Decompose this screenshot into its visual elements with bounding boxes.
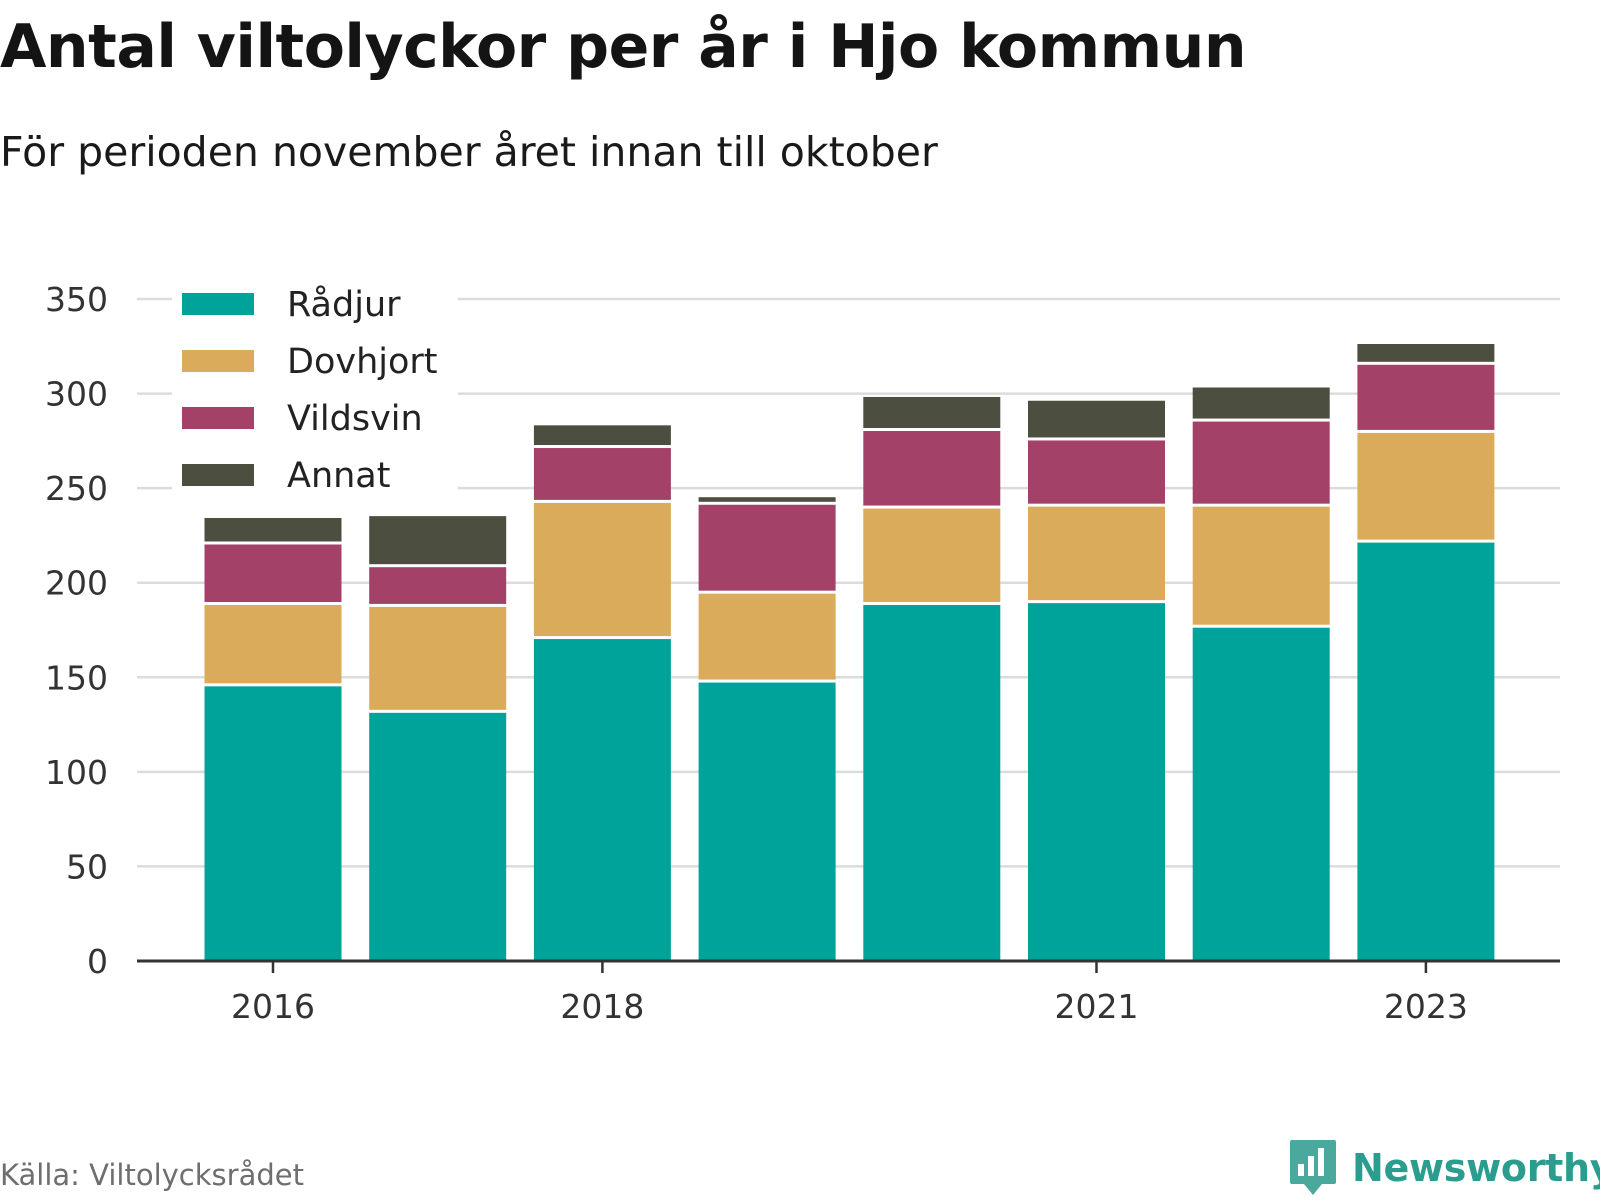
y-tick-label: 350 — [45, 280, 108, 319]
bar-stack-2018 — [533, 425, 671, 960]
chart-title: Antal viltolyckor per år i Hjo kommun — [0, 12, 1247, 82]
bar-stack-2021 — [1028, 400, 1165, 960]
bar-dovhjort-2016 — [204, 605, 342, 684]
bar-annat-2019 — [698, 497, 836, 502]
stacked-bar-chart: 0 50 100 150 200 250 300 350 2016 2018 2021 2023 R… — [45, 276, 1560, 1026]
bar-rådjur-2020 — [863, 605, 1001, 960]
bar-rådjur-2017 — [369, 712, 507, 960]
y-axis: 0 50 100 150 200 250 300 350 — [45, 280, 108, 981]
legend-label-vildsvin: Vildsvin — [287, 399, 423, 439]
bar-dovhjort-2020 — [863, 508, 1001, 603]
bar-annat-2021 — [1028, 400, 1165, 438]
bar-stack-2019 — [698, 497, 836, 960]
bars — [204, 344, 1495, 960]
bar-stack-2016 — [204, 518, 342, 960]
bar-dovhjort-2018 — [533, 502, 671, 637]
y-tick-label: 200 — [45, 564, 108, 603]
x-tick-label: 2021 — [1055, 987, 1139, 1026]
legend-label-annat: Annat — [287, 456, 390, 496]
legend: Rådjur Dovhjort Vildsvin Annat — [172, 276, 458, 496]
bar-annat-2022 — [1192, 387, 1330, 419]
legend-swatch-vildsvin — [182, 407, 254, 429]
bar-vildsvin-2017 — [369, 567, 507, 604]
bar-stack-2017 — [369, 516, 507, 960]
bar-vildsvin-2023 — [1357, 364, 1495, 430]
brand-logo[interactable]: Newsworthy — [1288, 1138, 1600, 1198]
y-tick-label: 50 — [66, 847, 108, 886]
bar-dovhjort-2017 — [369, 606, 507, 710]
y-tick-label: 150 — [45, 658, 108, 697]
bar-rådjur-2018 — [533, 639, 671, 960]
legend-swatch-dovhjort — [182, 350, 254, 372]
bar-rådjur-2016 — [204, 686, 342, 960]
bar-vildsvin-2021 — [1028, 440, 1165, 504]
bar-annat-2017 — [369, 516, 507, 565]
bar-chart-speech-bubble-icon — [1290, 1140, 1336, 1195]
y-tick-label: 300 — [45, 375, 108, 414]
bar-vildsvin-2018 — [533, 448, 671, 500]
legend-label-rådjur: Rådjur — [287, 284, 401, 325]
source-note: Källa: Viltolycksrådet — [0, 1158, 304, 1192]
bar-rådjur-2023 — [1357, 542, 1495, 960]
bar-vildsvin-2016 — [204, 544, 342, 603]
bar-annat-2023 — [1357, 344, 1495, 362]
y-tick-label: 100 — [45, 753, 108, 792]
bar-rådjur-2021 — [1028, 603, 1165, 960]
x-tick-label: 2023 — [1384, 987, 1468, 1026]
chart-subtitle: För perioden november året innan till ok… — [0, 128, 938, 176]
bar-annat-2020 — [863, 396, 1001, 429]
bar-dovhjort-2019 — [698, 593, 836, 680]
legend-swatch-annat — [182, 464, 254, 486]
bar-stack-2020 — [863, 396, 1001, 960]
bar-rådjur-2019 — [698, 682, 836, 960]
legend-label-dovhjort: Dovhjort — [287, 342, 438, 382]
bar-rådjur-2022 — [1192, 627, 1330, 960]
x-tick-label: 2018 — [560, 987, 644, 1026]
bar-dovhjort-2023 — [1357, 432, 1495, 540]
y-tick-label: 0 — [87, 942, 108, 981]
brand-name: Newsworthy — [1352, 1146, 1600, 1190]
bar-annat-2018 — [533, 425, 671, 446]
bar-dovhjort-2022 — [1192, 506, 1330, 625]
legend-swatch-rådjur — [182, 293, 254, 315]
bar-vildsvin-2020 — [863, 431, 1001, 506]
bar-stack-2023 — [1357, 344, 1495, 960]
bar-stack-2022 — [1192, 387, 1330, 960]
x-tick-label: 2016 — [231, 987, 315, 1026]
bar-vildsvin-2022 — [1192, 421, 1330, 504]
x-axis: 2016 2018 2021 2023 — [137, 959, 1560, 1026]
bar-dovhjort-2021 — [1028, 506, 1165, 601]
bar-vildsvin-2019 — [698, 504, 836, 591]
y-tick-label: 250 — [45, 469, 108, 508]
bar-annat-2016 — [204, 518, 342, 542]
